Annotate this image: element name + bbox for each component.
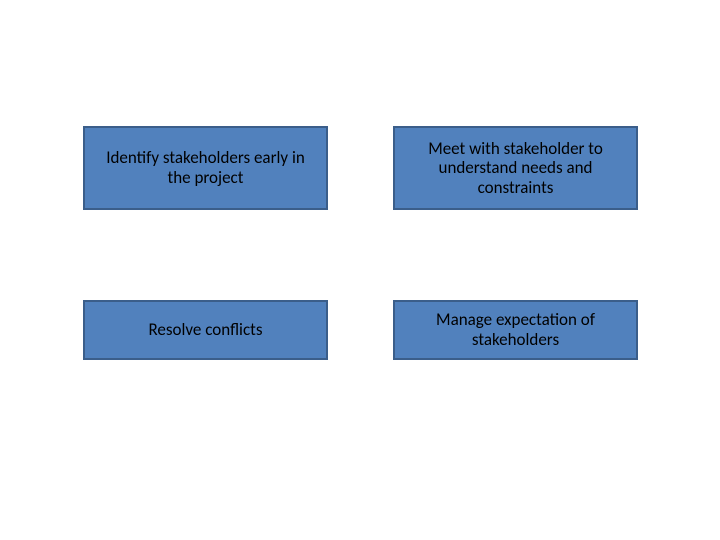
stakeholder-grid: Identify stakeholders early in the proje… [83, 126, 638, 360]
box-label: Manage expectation of stakeholders [409, 310, 622, 349]
box-label: Meet with stakeholder to understand need… [409, 139, 622, 198]
box-identify-stakeholders: Identify stakeholders early in the proje… [83, 126, 328, 210]
box-label: Resolve conflicts [149, 320, 263, 340]
box-label: Identify stakeholders early in the proje… [99, 148, 312, 187]
box-manage-expectation: Manage expectation of stakeholders [393, 300, 638, 360]
box-resolve-conflicts: Resolve conflicts [83, 300, 328, 360]
box-meet-stakeholder: Meet with stakeholder to understand need… [393, 126, 638, 210]
